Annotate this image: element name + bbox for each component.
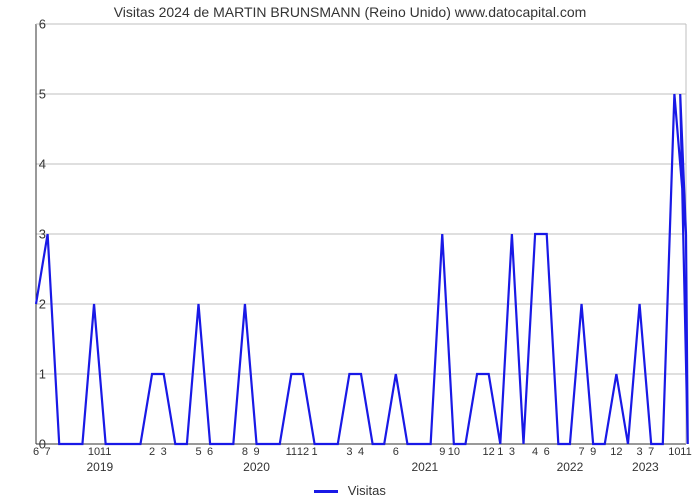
x-group-label: 2020 <box>243 460 270 474</box>
x-tick-label: 12 <box>297 446 309 458</box>
x-tick-label: 12 <box>483 446 495 458</box>
x-tick-label: 11 <box>100 446 111 458</box>
y-tick-label: 2 <box>6 297 46 312</box>
legend: Visitas <box>0 483 700 498</box>
x-tick-label: 5 <box>195 446 201 458</box>
legend-swatch <box>314 490 338 493</box>
x-tick-label: 10 <box>668 446 680 458</box>
x-tick-label: 3 <box>637 446 643 458</box>
y-tick-label: 4 <box>6 157 46 172</box>
chart-title: Visitas 2024 de MARTIN BRUNSMANN (Reino … <box>0 4 700 20</box>
x-tick-label: 9 <box>439 446 445 458</box>
x-group-label: 2022 <box>557 460 584 474</box>
x-tick-label: 4 <box>532 446 538 458</box>
y-tick-label: 6 <box>6 17 46 32</box>
x-tick-label: 6 <box>393 446 399 458</box>
x-group-label: 2021 <box>411 460 438 474</box>
x-tick-label: 12 <box>610 446 622 458</box>
x-tick-label: 1 <box>312 446 318 458</box>
x-tick-label: 6 <box>33 446 39 458</box>
y-tick-label: 0 <box>6 437 46 452</box>
x-group-label: 2019 <box>86 460 113 474</box>
x-tick-label: 3 <box>346 446 352 458</box>
x-tick-label: 9 <box>253 446 259 458</box>
chart: Visitas 2024 de MARTIN BRUNSMANN (Reino … <box>0 0 700 500</box>
x-tick-label: 6 <box>544 446 550 458</box>
x-tick-label: 10 <box>88 446 100 458</box>
y-tick-label: 1 <box>6 367 46 382</box>
x-tick-label: 7 <box>578 446 584 458</box>
x-tick-label: 1 <box>497 446 503 458</box>
y-tick-label: 3 <box>6 227 46 242</box>
x-tick-label: 3 <box>509 446 515 458</box>
x-tick-label: 4 <box>358 446 364 458</box>
plot-area <box>36 24 686 444</box>
x-tick-label: 11 <box>680 446 691 458</box>
legend-label: Visitas <box>348 483 386 498</box>
x-tick-label: 7 <box>45 446 51 458</box>
x-tick-label: 6 <box>207 446 213 458</box>
x-tick-label: 10 <box>448 446 460 458</box>
x-tick-label: 3 <box>161 446 167 458</box>
y-tick-label: 5 <box>6 87 46 102</box>
x-tick-label: 9 <box>590 446 596 458</box>
x-tick-label: 8 <box>242 446 248 458</box>
x-tick-label: 11 <box>286 446 297 458</box>
x-tick-label: 7 <box>648 446 654 458</box>
series-visitas <box>36 94 688 444</box>
plot-svg <box>36 24 686 444</box>
x-group-label: 2023 <box>632 460 659 474</box>
x-tick-label: 2 <box>149 446 155 458</box>
